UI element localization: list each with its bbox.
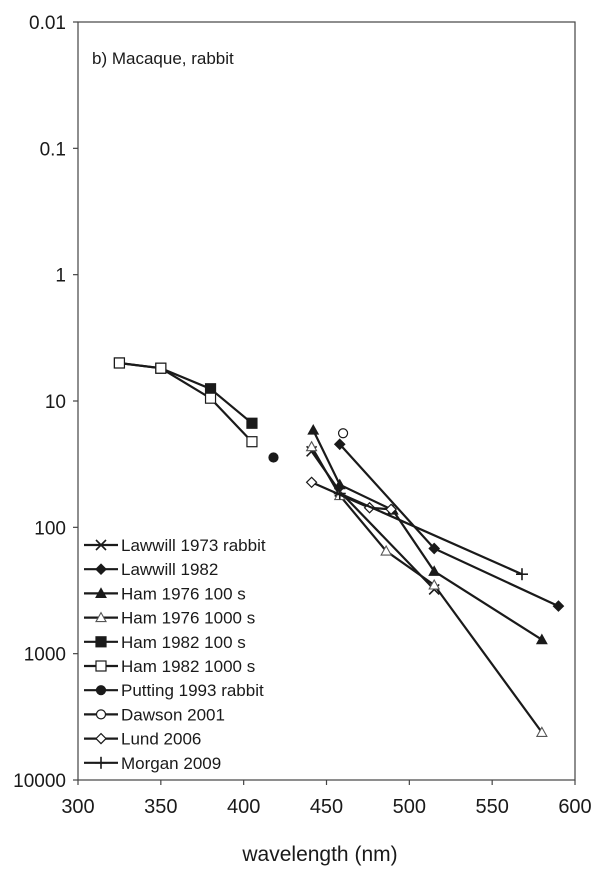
data-point (204, 383, 217, 395)
data-point (552, 600, 565, 612)
legend-marker (95, 636, 107, 648)
data-point (113, 357, 126, 369)
legend: Lawwill 1973 rabbit Lawwill 1982 Ham 1976 … (84, 536, 266, 773)
legend-entry: Lund 2006 (84, 730, 201, 749)
x-tick-label: 400 (227, 796, 260, 818)
legend-label: Ham 1982 1000 s (121, 657, 255, 676)
data-point (305, 440, 318, 452)
data-point (333, 487, 346, 500)
data-point (337, 428, 349, 439)
series-ham-1982-1000-s (113, 357, 258, 448)
y-tick-label: 1000 (24, 645, 66, 666)
data-point (428, 542, 441, 555)
legend-entry: Morgan 2009 (84, 754, 221, 773)
y-tick-label: 1 (55, 266, 66, 287)
data-point (268, 452, 279, 463)
data-point (333, 438, 346, 451)
legend-label: Putting 1993 rabbit (121, 681, 264, 700)
y-tick-label: 0.01 (29, 13, 66, 34)
legend-marker (95, 660, 107, 672)
data-point (246, 436, 258, 448)
legend-marker (95, 732, 107, 745)
series-ham-1976-1000-s (305, 440, 548, 737)
data-point (385, 503, 397, 516)
series-dawson-2001 (337, 428, 349, 439)
series-line (339, 492, 523, 576)
x-tick-label: 350 (144, 796, 177, 818)
panel-annotation: b) Macaque, rabbit (92, 49, 234, 68)
series-layer (113, 357, 565, 737)
plot-area (77, 21, 576, 781)
y-tick-label: 100 (34, 518, 66, 539)
legend-label: Ham 1976 100 s (121, 584, 246, 603)
data-point (428, 565, 441, 576)
data-point (428, 578, 441, 590)
x-axis-title: wavelength (nm) (241, 843, 397, 866)
legend-label: Morgan 2009 (121, 754, 221, 773)
legend-entry: Lawwill 1982 (84, 560, 218, 579)
legend-label: Lawwill 1973 rabbit (121, 536, 266, 555)
y-tick-label: 0.1 (40, 139, 66, 160)
x-tick-label: 600 (558, 796, 591, 818)
legend-marker (95, 756, 107, 769)
legend-entry: Ham 1982 1000 s (84, 657, 255, 676)
legend-entry: Lawwill 1973 rabbit (84, 536, 266, 555)
legend-marker (95, 587, 107, 598)
legend-label: Dawson 2001 (121, 705, 225, 724)
legend-entry: Dawson 2001 (84, 705, 225, 724)
legend-entry: Putting 1993 rabbit (84, 681, 264, 700)
x-tick-label: 300 (61, 796, 94, 818)
y-tick-label: 10 (45, 392, 66, 413)
data-point (535, 726, 548, 737)
x-tick-label: 500 (393, 796, 426, 818)
legend-entry: Ham 1976 100 s (84, 584, 246, 603)
legend-marker (95, 563, 107, 576)
series-lawwill-1982 (333, 438, 565, 612)
legend-entry: Ham 1976 1000 s (84, 609, 255, 628)
data-point (246, 417, 258, 429)
legend-entry: Ham 1982 100 s (84, 633, 246, 652)
legend-label: Lawwill 1982 (121, 560, 218, 579)
data-point (204, 392, 217, 404)
series-putting-1993-rabbit (268, 452, 279, 463)
legend-label: Lund 2006 (121, 730, 201, 749)
legend-marker (95, 611, 107, 623)
data-point (307, 423, 320, 435)
data-point (535, 633, 548, 645)
legend-marker (95, 685, 107, 696)
legend-label: Ham 1982 100 s (121, 633, 246, 652)
series-morgan-2009 (333, 487, 528, 581)
data-point (515, 568, 528, 581)
data-point (155, 362, 167, 374)
legend-marker (95, 709, 107, 720)
y-tick-label: 10000 (13, 771, 66, 792)
data-point (380, 544, 393, 556)
series-line (119, 361, 253, 443)
data-point (305, 476, 318, 489)
x-tick-label: 550 (475, 796, 508, 818)
axis-ticks: 0.01 0.1 1 10 100 1000 10000 300 350 400 450 500 550… (13, 13, 592, 818)
legend-marker (95, 539, 107, 551)
x-tick-label: 450 (310, 796, 343, 818)
legend-label: Ham 1976 1000 s (121, 609, 255, 628)
